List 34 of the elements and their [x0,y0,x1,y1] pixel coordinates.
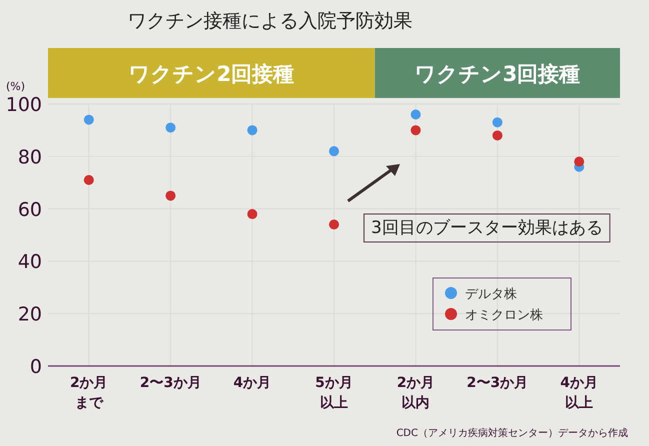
y-tick-label: 100 [6,94,42,116]
point [84,174,94,185]
legend-label: デルタ株 [465,287,517,302]
point [166,122,176,133]
x-tick-label: 2〜3か月 [140,375,202,391]
text: CDC（アメリカ疾病対策センター）データから作成 [396,427,628,439]
chart-title: ワクチン接種による入院予防効果 [128,10,412,32]
point [84,114,94,125]
x-tick-label: 4か月 [233,375,272,391]
y-tick-label: 60 [18,198,42,221]
y-axis-title: (%) [6,80,26,93]
point [574,156,584,167]
point [329,220,339,230]
point [492,117,502,128]
point [410,125,421,136]
y-tick-label: 80 [18,146,42,168]
y-tick-label: 0 [30,356,42,378]
point [329,146,339,156]
point [247,125,258,136]
point [492,130,502,140]
y-tick-label: 20 [18,304,42,326]
point [166,190,176,201]
header: ワクチン2回接種 [48,48,375,98]
point [247,209,258,220]
header: ワクチン3回接種 [374,48,620,98]
x-tick-label: 4か月以上 [560,375,598,411]
x-tick-label: 5か月以上 [315,375,353,411]
annotation: 3回目のブースター効果はある [371,218,603,238]
x-tick-label: 2か月まで [70,375,108,411]
x-tick-label: 2〜3か月 [466,375,528,391]
point [410,109,421,120]
y-tick-label: 40 [18,251,42,274]
legend-label: オミクロン株 [465,308,543,323]
x-tick-label: 2か月以内 [396,375,435,411]
